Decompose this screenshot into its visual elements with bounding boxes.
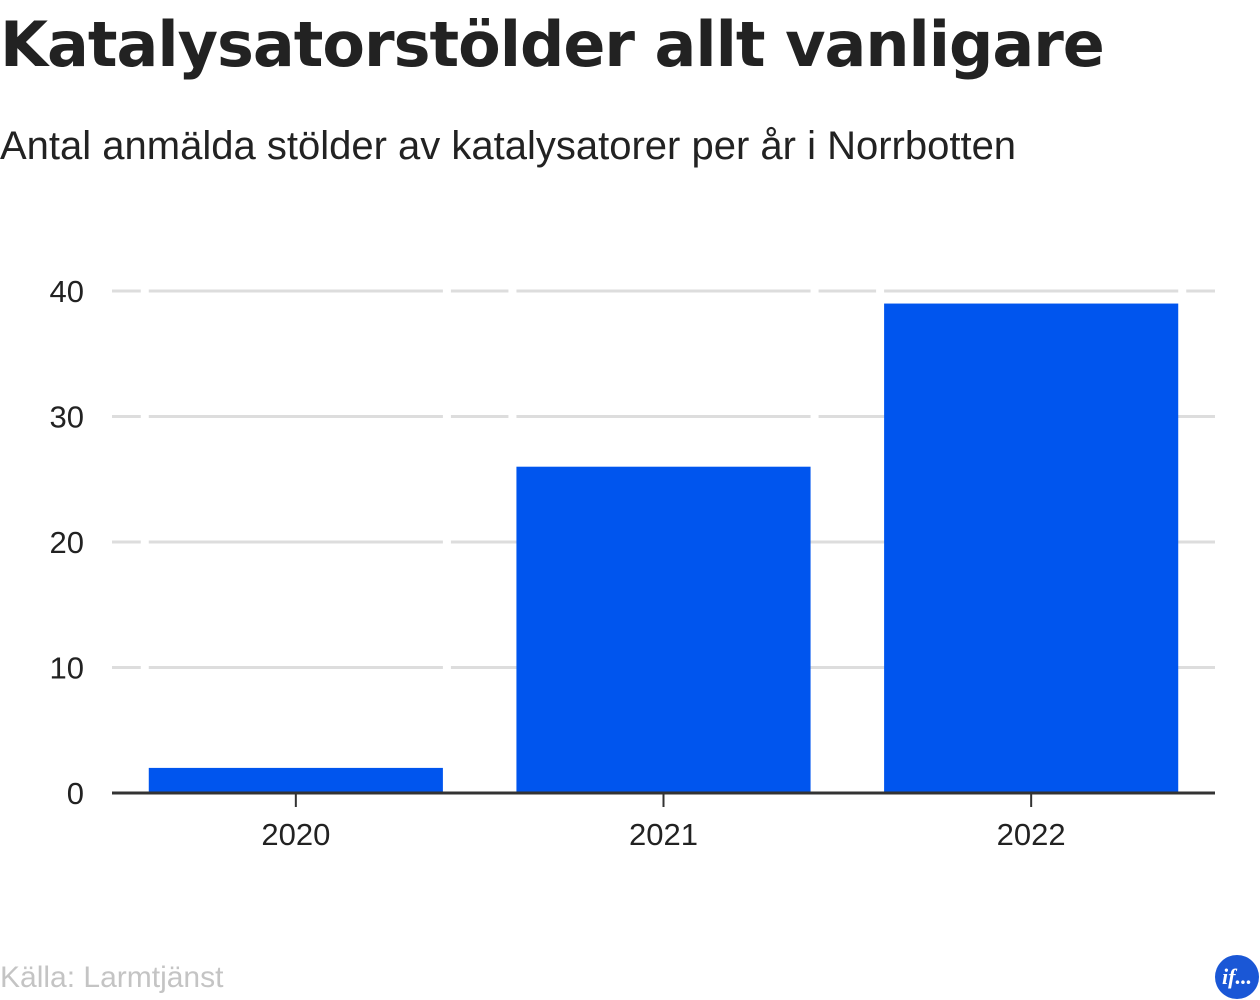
y-tick-label: 40 <box>50 274 84 309</box>
y-tick-label: 10 <box>50 651 84 686</box>
chart-title: Katalysatorstölder allt vanligare <box>0 8 1105 81</box>
bars <box>140 289 1187 793</box>
bar-2021 <box>516 466 811 793</box>
if-logo-icon: if... <box>1215 955 1259 999</box>
y-tick-label: 30 <box>50 400 84 435</box>
y-tick-label: 0 <box>67 776 84 811</box>
source-note: Källa: Larmtjänst <box>0 961 224 994</box>
x-axis <box>112 791 1215 807</box>
chart-subtitle: Antal anmälda stölder av katalysatorer p… <box>0 124 1017 168</box>
bar-2022 <box>884 303 1179 793</box>
x-tick-label: 2021 <box>629 817 698 852</box>
x-tick-label: 2022 <box>997 817 1066 852</box>
bar-2020 <box>148 767 443 793</box>
x-tick-label: 2020 <box>261 817 330 852</box>
x-axis-tick-labels: 2020 2021 2022 <box>261 817 1065 852</box>
y-axis-tick-labels: 0 10 20 30 40 <box>50 274 84 811</box>
y-tick-label: 20 <box>50 525 84 560</box>
logo-text: if... <box>1222 964 1252 989</box>
